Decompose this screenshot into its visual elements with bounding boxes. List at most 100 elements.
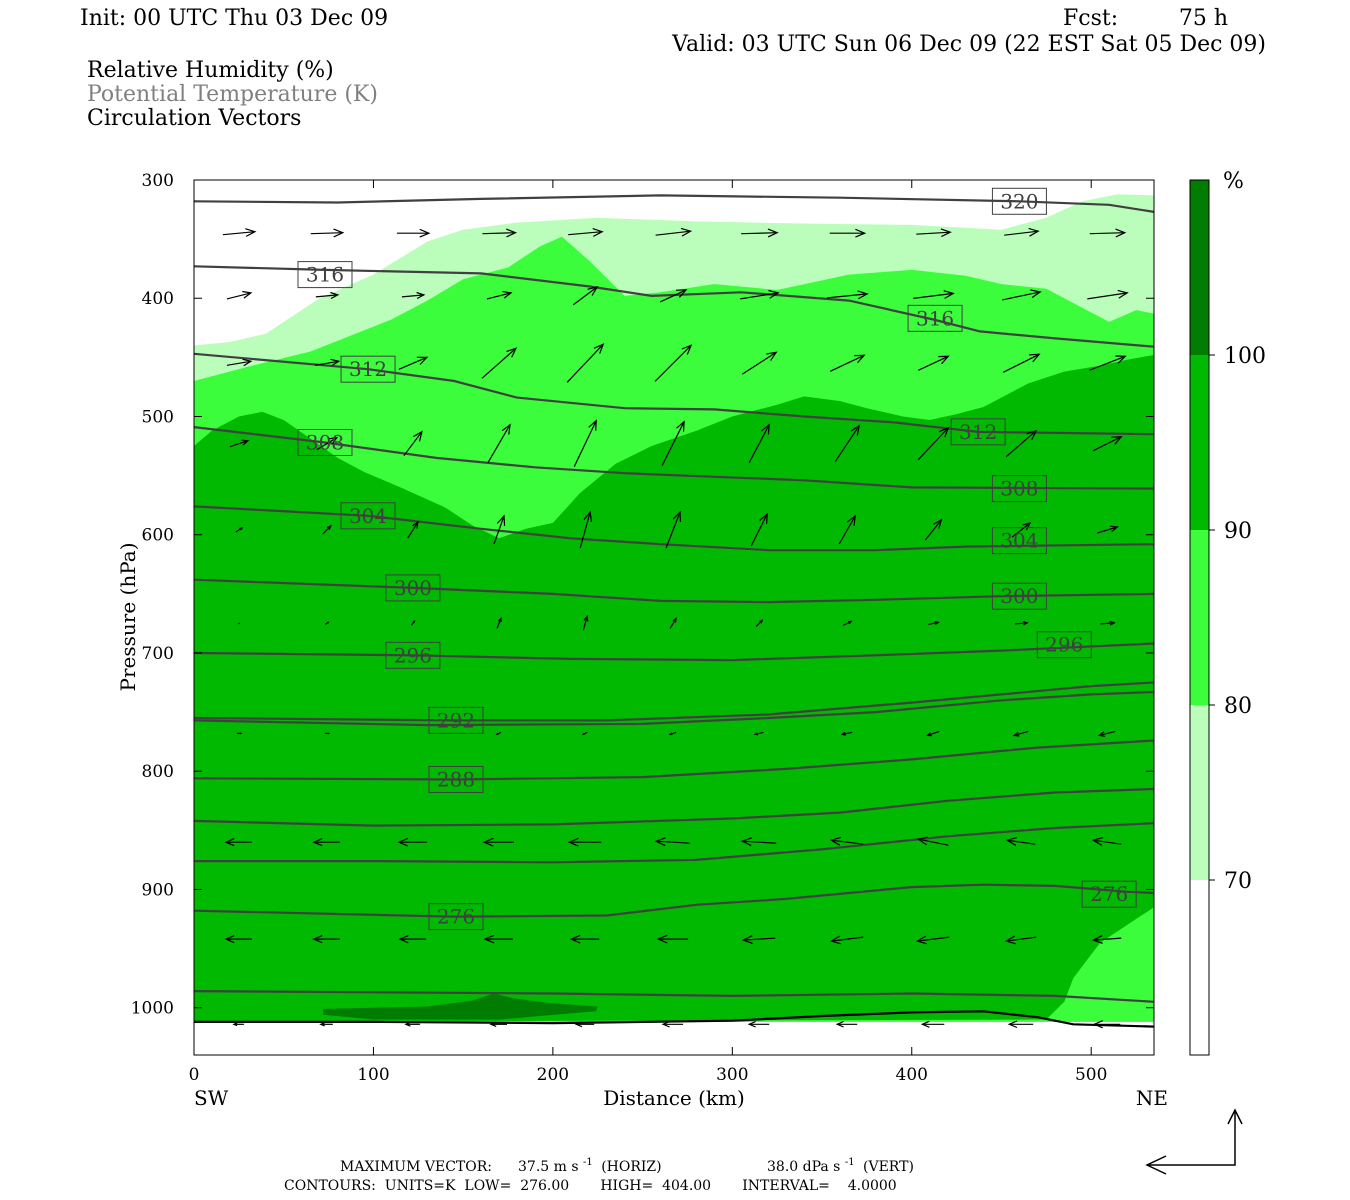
circulation-vector: [656, 934, 689, 944]
x-tick-label: 0: [189, 1065, 200, 1085]
theta-contour-280: [194, 822, 1154, 864]
theta-contour-label: 308: [306, 431, 344, 455]
theta-contour-276: [194, 883, 1154, 918]
sw-end-label: SW: [194, 1086, 229, 1110]
circulation-vector: [1091, 935, 1122, 944]
circulation-vector: [568, 228, 604, 237]
field-rh: Relative Humidity (%): [87, 58, 334, 83]
circulation-vector: [747, 1020, 770, 1028]
circulation-vector: [829, 228, 867, 238]
circulation-vector: [224, 935, 252, 944]
circulation-vector: [493, 514, 506, 545]
theta-label-box: [1036, 631, 1092, 659]
circulation-vector: [1093, 436, 1123, 452]
circulation-vector: [916, 228, 952, 238]
x-axis-label: Distance (km): [603, 1086, 745, 1110]
plot-frame: [193, 179, 1155, 1056]
x-tick-label: 200: [537, 1065, 569, 1085]
circulation-vector: [915, 935, 950, 945]
theta-label-box: [340, 502, 396, 530]
ne-end-label: NE: [1136, 1086, 1168, 1110]
theta-label-box: [907, 304, 963, 332]
circulation-vector: [1005, 429, 1038, 458]
theta-contour-276: [194, 990, 1154, 1003]
circulation-vector: [750, 512, 768, 547]
rh-region-90-100: [194, 355, 1154, 1022]
theta-label-box: [991, 582, 1047, 610]
circulation-vector: [1091, 837, 1122, 846]
ground-surface-line: [194, 1010, 1154, 1028]
circulation-vector: [396, 228, 431, 238]
circulation-vector: [829, 836, 864, 846]
theta-label-box: [385, 641, 441, 669]
circulation-vector: [310, 228, 345, 238]
circulation-vector: [398, 935, 426, 944]
circulation-vector: [398, 356, 429, 370]
circulation-vector: [654, 344, 693, 382]
theta-contour-label: 312: [349, 357, 387, 381]
circulation-vector: [486, 290, 513, 300]
theta-contour-312: [194, 352, 1154, 436]
circulation-vector: [567, 837, 602, 847]
circulation-vector: [574, 1021, 595, 1028]
theta-contour-284: [194, 787, 1154, 827]
circulation-vector: [838, 514, 856, 545]
circulation-vector: [482, 837, 514, 847]
circulation-vector: [314, 358, 341, 367]
colorbar-segment: [1190, 530, 1209, 705]
circulation-vector: [1092, 1020, 1121, 1029]
circulation-vector: [740, 289, 780, 300]
max-vector-horiz-exp: -1: [583, 1157, 593, 1168]
y-tick-label: 900: [142, 880, 174, 900]
circulation-vector: [403, 430, 423, 457]
colorbar-segment: [1190, 880, 1209, 1055]
colorbar-label: 80: [1224, 694, 1252, 719]
x-tick-label: 400: [896, 1065, 928, 1085]
colorbar-frame: [1189, 179, 1210, 1056]
colorbar-segment: [1190, 180, 1209, 355]
theta-contour-288: [194, 739, 1154, 781]
x-axis: 0 100 200 300 400 500: [189, 180, 1107, 1085]
circulation-vector: [582, 614, 589, 631]
circulation-vector: [1012, 730, 1029, 737]
theta-label-box: [991, 187, 1047, 215]
theta-contour-label: 288: [437, 767, 475, 791]
theta-contour-292: [194, 681, 1154, 722]
circulation-vector: [397, 837, 427, 847]
theta-contour-label: 304: [349, 504, 387, 528]
circulation-vector: [569, 934, 600, 944]
theta-label-box: [340, 355, 396, 383]
circulation-vector: [315, 291, 340, 300]
circulation-vector: [753, 731, 764, 736]
colorbar: 100 90 80 70: [1189, 179, 1266, 1056]
circulation-vector: [401, 291, 426, 300]
theta-contour-label: 300: [394, 576, 432, 600]
circulation-vector: [669, 617, 677, 629]
theta-contour-label: 276: [1090, 882, 1128, 906]
circulation-vector: [1089, 355, 1127, 371]
max-vector-label: MAXIMUM VECTOR:: [340, 1159, 492, 1175]
circulation-vector: [835, 1020, 858, 1028]
circulation-vector: [579, 510, 593, 549]
x-tick-label: 100: [357, 1065, 389, 1085]
circulation-vector: [916, 836, 949, 846]
field-theta: Potential Temperature (K): [87, 82, 378, 107]
theta-label-box: [991, 527, 1047, 555]
reference-vector-icon: [1145, 1108, 1243, 1175]
theta-contour-308: [194, 426, 1154, 490]
circulation-vector: [481, 347, 518, 379]
y-tick-label: 800: [142, 762, 174, 782]
circulation-vector: [226, 290, 253, 300]
theta-contour-label: 316: [916, 306, 954, 330]
circulation-vector: [924, 518, 943, 541]
colorbar-label: 90: [1224, 519, 1252, 544]
theta-label-box: [1081, 880, 1137, 908]
x-tick-label: 500: [1075, 1065, 1107, 1085]
plot-area: 320 316 316 312 312 308 308 304 304 300 300 296 296 2…: [193, 179, 1155, 1056]
init-time: Init: 00 UTC Thu 03 Dec 09: [80, 6, 388, 31]
circulation-vector: [407, 520, 419, 539]
circulation-vector: [748, 423, 770, 463]
circulation-vector: [741, 351, 778, 375]
circulation-vector: [741, 935, 776, 944]
circulation-vector: [410, 620, 416, 626]
